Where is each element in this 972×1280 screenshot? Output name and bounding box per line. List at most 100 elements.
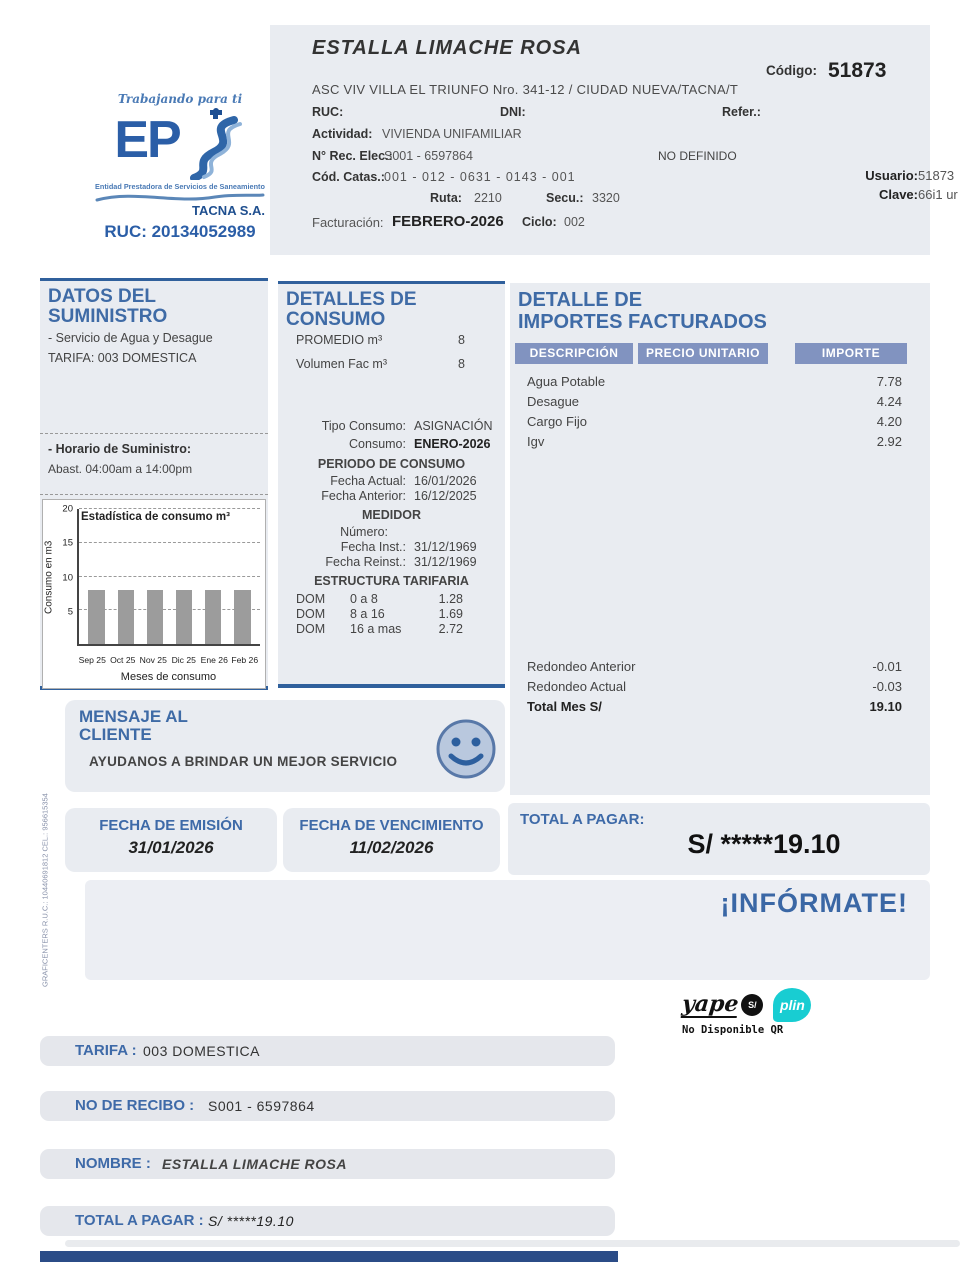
summary-nombre-value: ESTALLA LIMACHE ROSA [162, 1156, 347, 1172]
rec-elec-value: S001 - 6597864 [384, 149, 473, 163]
informate-panel: ¡INFÓRMATE! [85, 880, 930, 980]
no-definido: NO DEFINIDO [658, 149, 737, 163]
chart-x-tick-label: Ene 26 [200, 655, 228, 665]
ruta-value: 2210 [474, 191, 502, 205]
fecha-vencimiento-box: FECHA DE VENCIMIENTO 11/02/2026 [283, 808, 500, 872]
smiley-face-icon [435, 718, 497, 785]
divider [65, 1240, 960, 1247]
clave-value: 66i1 ur [918, 187, 958, 202]
horario-label: - Horario de Suministro: [48, 442, 192, 456]
actividad-value: VIVIENDA UNIFAMILIAR [382, 127, 522, 141]
chart-x-tick-label: Nov 25 [139, 655, 167, 665]
logo-subtitle: Entidad Prestadora de Servicios de Sanea… [95, 182, 265, 191]
datos-suministro-title: DATOS DEL SUMINISTRO [48, 286, 168, 327]
secuencia-label: Secu.: [546, 191, 584, 205]
fecha-vencimiento-label: FECHA DE VENCIMIENTO [299, 817, 484, 834]
tarifa-text: TARIFA: 003 DOMESTICA [48, 351, 197, 365]
detalles-consumo-panel: DETALLES DE CONSUMO PROMEDIO m³ 8 Volumen… [278, 281, 505, 688]
mensaje-cliente-panel: MENSAJE AL CLIENTE AYUDANOS A BRINDAR UN… [65, 700, 505, 792]
importes-title: DETALLE DE IMPORTES FACTURADOS [518, 289, 767, 333]
total-pagar-label: TOTAL A PAGAR: [520, 811, 645, 828]
mensaje-title: MENSAJE AL CLIENTE [79, 707, 188, 744]
ruc-label: RUC: [312, 105, 344, 119]
logo-brand: EP [85, 108, 275, 182]
datos-suministro-panel: DATOS DEL SUMINISTRO - Servicio de Agua … [40, 278, 268, 690]
dni-label: DNI: [500, 105, 526, 119]
qr-unavailable-note: No Disponible QR [682, 1024, 784, 1036]
summary-tarifa-value: 003 DOMESTICA [143, 1043, 260, 1059]
ruta-label: Ruta: [430, 191, 462, 205]
chart-bar-slot [170, 509, 199, 644]
summary-recibo-value: S001 - 6597864 [208, 1098, 315, 1114]
chart-gridline [79, 508, 260, 509]
ciclo-label: Ciclo: [522, 215, 557, 229]
chart-y-ticks: 5 10 15 20 [57, 504, 75, 646]
chart-bar-slot [199, 509, 228, 644]
yape-currency-badge: S/ [741, 994, 764, 1016]
chart-bar [88, 590, 105, 644]
chart-x-tick-label: Sep 25 [78, 655, 106, 665]
informate-text: ¡INFÓRMATE! [720, 888, 908, 918]
chart-x-tick-label: Dic 25 [171, 655, 196, 665]
rec-elec-label: N° Rec. Elec.: [312, 149, 393, 163]
chart-plot [77, 508, 260, 646]
chart-gridline [79, 541, 260, 543]
chart-bar-slot [111, 509, 140, 644]
customer-header-panel: ESTALLA LIMACHE ROSA ASC VIV VILLA EL TR… [270, 25, 958, 255]
customer-address: ASC VIV VILLA EL TRIUNFO Nro. 341-12 / C… [312, 82, 739, 97]
clave-row: Clave: 66i1 ur [879, 187, 958, 202]
periodo-title: PERIODO DE CONSUMO [317, 457, 466, 471]
summary-row-total: TOTAL A PAGAR : S/ *****19.10 [40, 1206, 615, 1236]
summary-tarifa-label: TARIFA : [75, 1042, 137, 1059]
chart-bar [205, 590, 222, 644]
chart-gridline [79, 575, 260, 577]
yape-logo-icon: yape S/ [680, 991, 764, 1018]
chart-y-axis-label: Consumo en m3 [43, 540, 55, 615]
printer-credit-text: GRAFICENTERS R.U.C.: 10440691812 CEL.: 9… [40, 793, 50, 987]
summary-recibo-label: NO DE RECIBO : [75, 1097, 195, 1114]
catastro-value: 001 - 012 - 0631 - 0143 - 001 [384, 170, 576, 184]
summary-row-recibo: NO DE RECIBO : S001 - 6597864 [40, 1091, 615, 1121]
catastro-label: Cód. Catas.: [312, 170, 385, 184]
chart-bar-slot [228, 509, 257, 644]
summary-nombre-label: NOMBRE : [75, 1155, 151, 1172]
secuencia-value: 3320 [592, 191, 620, 205]
usuario-row: Usuario: 51873 [865, 168, 954, 183]
river-s-icon [180, 108, 246, 185]
importes-facturados-panel: DETALLE DE IMPORTES FACTURADOS DESCRIPCI… [510, 283, 930, 795]
codigo-label: Código: [766, 63, 817, 78]
estructura-title: ESTRUCTURA TARIFARIA [314, 574, 469, 588]
chart-x-axis-label: Meses de consumo [120, 671, 217, 683]
actividad-label: Actividad: [312, 127, 373, 141]
plin-logo-icon: plin [773, 988, 812, 1022]
chart-y-tick: 20 [62, 503, 73, 515]
chart-bar [117, 590, 134, 644]
servicio-text: - Servicio de Agua y Desague [48, 331, 213, 345]
usuario-value: 51873 [918, 168, 955, 183]
logo-ep-letters: EP [114, 111, 181, 169]
chart-bar-slot [82, 509, 111, 644]
medidor-title: MEDIDOR [361, 508, 422, 522]
logo-ruc: RUC: 20134052989 [104, 222, 256, 241]
horario-box: - Horario de Suministro: Abast. 04:00am … [40, 433, 268, 495]
column-header-precio-unitario: PRECIO UNITARIO [638, 343, 768, 364]
chart-bar [234, 590, 251, 644]
horario-value: Abast. 04:00am a 14:00pm [48, 462, 193, 476]
chart-y-tick: 5 [67, 606, 73, 618]
codigo-value: 51873 [828, 59, 887, 82]
total-pagar-value: S/ *****19.10 [687, 829, 841, 859]
fecha-vencimiento-value: 11/02/2026 [349, 838, 434, 857]
ciclo-value: 002 [564, 215, 585, 229]
customer-name: ESTALLA LIMACHE ROSA [312, 37, 582, 59]
chart-y-tick: 15 [62, 537, 73, 549]
fecha-emision-box: FECHA DE EMISIÓN 31/01/2026 [65, 808, 277, 872]
column-header-importe: IMPORTE [795, 343, 907, 364]
summary-total-value: S/ *****19.10 [208, 1213, 294, 1229]
chart-gridline [79, 609, 260, 611]
summary-row-nombre: NOMBRE : ESTALLA LIMACHE ROSA [40, 1149, 615, 1179]
refer-label: Refer.: [722, 105, 761, 119]
detalles-consumo-title: DETALLES DE CONSUMO [286, 289, 417, 330]
chart-x-labels: Sep 25 Oct 25 Nov 25 Dic 25 Ene 26 Feb 26 [77, 655, 260, 665]
mensaje-body: AYUDANOS A BRINDAR UN MEJOR SERVICIO [89, 754, 398, 769]
